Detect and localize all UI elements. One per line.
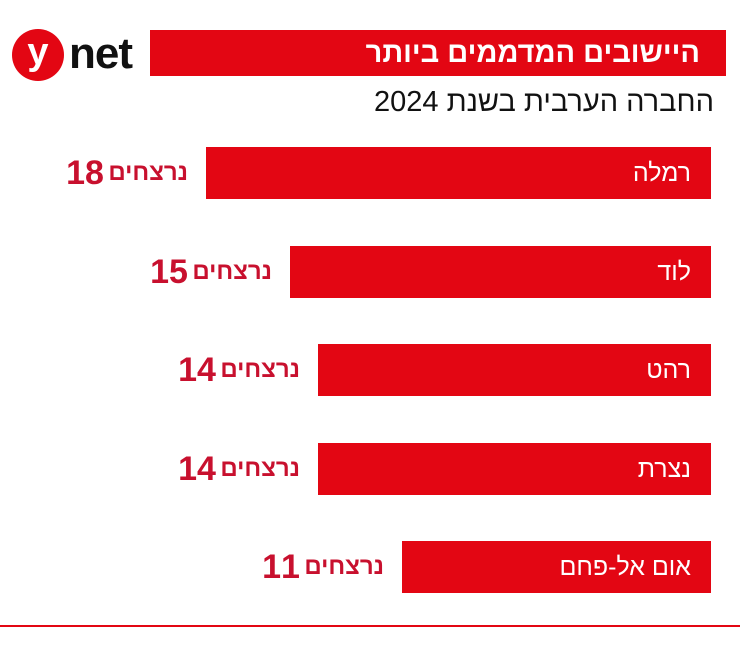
logo-letter: y — [27, 31, 49, 73]
bar-value-number: 15 — [150, 253, 188, 291]
bar-value-number: 14 — [178, 450, 216, 488]
bar-value-unit: נרצחים — [304, 553, 384, 580]
bar: לוד — [290, 246, 711, 298]
bar-value-label: נרצחים 18 — [0, 147, 196, 199]
chart-title: היישובים המדממים ביותר — [365, 37, 700, 69]
bottom-divider — [0, 625, 740, 627]
bar-value-unit: נרצחים — [220, 356, 300, 383]
bar-value-label: נרצחים 14 — [108, 344, 308, 396]
bar-value-unit: נרצחים — [220, 455, 300, 482]
bar: אום אל-פחם — [402, 541, 711, 593]
bar-category-label: רהט — [646, 356, 691, 384]
bar-category-label: אום אל-פחם — [559, 553, 691, 581]
bar: נצרת — [318, 443, 711, 495]
chart-subtitle: החברה הערבית בשנת 2024 — [374, 86, 714, 118]
bar: רהט — [318, 344, 711, 396]
bar-value-label: נרצחים 14 — [108, 443, 308, 495]
bar-value-label: נרצחים 11 — [192, 541, 392, 593]
bar-value-unit: נרצחים — [192, 258, 272, 285]
bar-category-label: רמלה — [632, 159, 691, 187]
logo-word: net — [69, 29, 133, 78]
bar-value-number: 18 — [66, 154, 104, 192]
ynet-logo: y net — [12, 26, 142, 84]
bar-value-unit: נרצחים — [108, 159, 188, 186]
bar-category-label: נצרת — [637, 455, 691, 483]
logo-red-circle — [12, 29, 64, 81]
bar-value-number: 14 — [178, 351, 216, 389]
bar-value-number: 11 — [262, 548, 300, 586]
bar-value-label: נרצחים 15 — [80, 246, 280, 298]
title-band: היישובים המדממים ביותר — [150, 30, 726, 76]
bar-category-label: לוד — [657, 258, 691, 286]
bar: רמלה — [206, 147, 711, 199]
